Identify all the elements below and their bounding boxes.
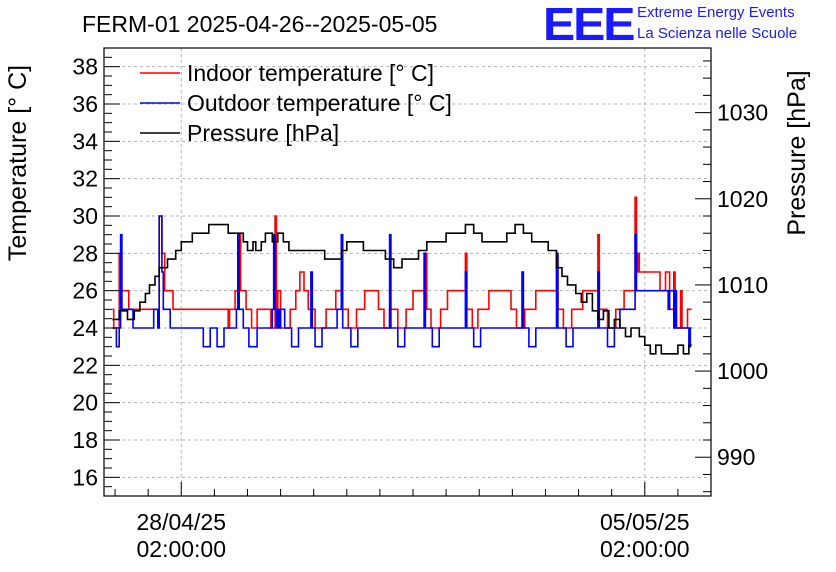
y-tick-label-34: 34 <box>72 128 98 154</box>
brand-line-1: Extreme Energy Events <box>637 4 795 21</box>
y-tick-label-30: 30 <box>72 203 98 229</box>
eee-logo: EEE <box>543 0 635 50</box>
y2-tick-label-990: 990 <box>717 444 755 470</box>
y2-axis-label: Pressure [hPa] <box>783 70 811 235</box>
y-tick-label-32: 32 <box>72 166 98 192</box>
y2-tick-label-1020: 1020 <box>717 186 768 212</box>
legend: Indoor temperature [° C] Outdoor temperat… <box>140 60 452 146</box>
y-tick-label-20: 20 <box>72 390 98 416</box>
y2-tick-label-1010: 1010 <box>717 272 768 298</box>
y-tick-label-38: 38 <box>72 54 98 80</box>
legend-label-2: Pressure [hPa] <box>187 120 339 146</box>
y2-tick-label-1030: 1030 <box>717 100 768 126</box>
series-lines <box>112 196 692 355</box>
y-tick-label-16: 16 <box>72 464 98 490</box>
x-tick-label-date-0: 28/04/25 <box>136 509 226 535</box>
y-tick-label-26: 26 <box>72 278 98 304</box>
legend-label-1: Outdoor temperature [° C] <box>187 90 452 116</box>
axes: 16 18 20 22 24 26 28 30 32 34 36 38 990 1000 1010 1020 1… <box>72 47 768 562</box>
x-tick-label-date-1: 05/05/25 <box>600 509 690 535</box>
y-tick-label-28: 28 <box>72 240 98 266</box>
y2-tick-label-1000: 1000 <box>717 358 768 384</box>
x-tick-label-time-1: 02:00:00 <box>600 536 690 562</box>
y-tick-label-22: 22 <box>72 352 98 378</box>
y-tick-label-24: 24 <box>72 315 98 341</box>
y-tick-label-36: 36 <box>72 91 98 117</box>
legend-label-0: Indoor temperature [° C] <box>187 60 434 86</box>
brand-line-2: La Scienza nelle Scuole <box>637 25 798 42</box>
x-tick-label-time-0: 02:00:00 <box>136 536 226 562</box>
y-axis-label: Temperature [° C] <box>4 65 32 261</box>
y-tick-label-18: 18 <box>72 427 98 453</box>
series-line-2 <box>112 223 692 355</box>
chart-title: FERM-01 2025-04-26--2025-05-05 <box>82 11 437 37</box>
series-line-1 <box>112 215 692 348</box>
